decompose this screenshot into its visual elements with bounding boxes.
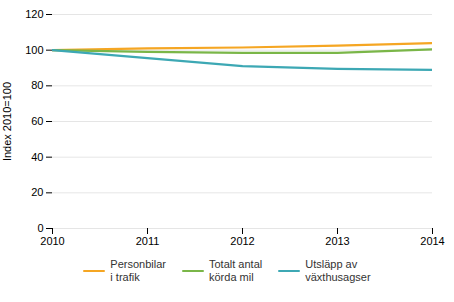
- svg-text:80: 80: [31, 79, 43, 91]
- svg-text:Index 2010=100: Index 2010=100: [1, 82, 13, 161]
- svg-text:2011: 2011: [136, 235, 160, 247]
- svg-text:40: 40: [31, 151, 43, 163]
- html-text:Totalt antal körda mil: Totalt antal körda mil: [209, 258, 263, 284]
- svg-text:2010: 2010: [40, 235, 64, 247]
- svg-text:60: 60: [31, 115, 43, 127]
- svg-text:20: 20: [31, 186, 43, 198]
- svg-text:2014: 2014: [420, 235, 444, 247]
- svg-text:2013: 2013: [325, 235, 349, 247]
- html-text:Personbilar i trafik: Personbilar i trafik: [110, 258, 166, 284]
- svg-text:2012: 2012: [230, 235, 254, 247]
- svg-text:100: 100: [25, 44, 43, 56]
- html-text:Utsläpp av växthusagser: Utsläpp av växthusagser: [305, 258, 371, 284]
- svg-text:120: 120: [25, 8, 43, 20]
- svg-text:0: 0: [37, 222, 43, 234]
